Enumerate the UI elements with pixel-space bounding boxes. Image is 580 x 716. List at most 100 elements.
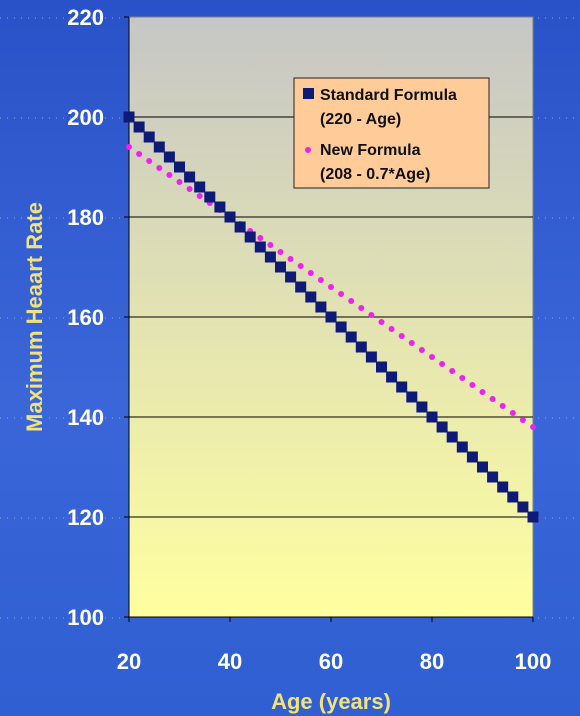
standard-formula-point [416, 401, 428, 413]
new-formula-point [358, 305, 365, 311]
new-formula-point [519, 417, 526, 423]
new-formula-point [388, 326, 395, 332]
new-formula-point [186, 186, 193, 192]
standard-formula-point [224, 211, 236, 223]
new-formula-point [328, 284, 334, 290]
y-axis-ticks: 100 120 140 160 180 200 220 [67, 5, 104, 630]
new-formula-point [348, 298, 355, 304]
new-formula-point [297, 263, 304, 269]
y-tick-label: 180 [67, 205, 104, 230]
new-formula-point [317, 277, 324, 283]
standard-formula-point [143, 131, 155, 143]
new-formula-point [257, 235, 264, 241]
standard-formula-point [153, 141, 165, 153]
series-layer [123, 111, 539, 523]
new-formula-point [136, 151, 143, 157]
standard-formula-point [386, 371, 398, 383]
standard-formula-point [436, 421, 448, 433]
standard-formula-point [365, 351, 377, 363]
new-formula-point [459, 375, 466, 381]
new-formula-point [378, 319, 385, 325]
new-formula-point [146, 158, 153, 164]
standard-formula-point [123, 111, 135, 123]
standard-formula-point [527, 511, 539, 523]
new-formula-point [368, 312, 375, 318]
new-formula-point [408, 340, 415, 346]
new-formula-point [166, 172, 173, 178]
y-tick-label: 140 [67, 405, 104, 430]
standard-formula-point [244, 231, 256, 243]
x-tick-label: 100 [515, 649, 552, 674]
standard-formula-point [234, 221, 246, 233]
new-formula-point [499, 403, 506, 409]
new-formula-point [126, 144, 132, 150]
legend-box [293, 77, 490, 189]
legend-label-standard-line1: Standard Formula [320, 87, 457, 104]
standard-formula-point [517, 501, 529, 513]
x-axis-ticks: 20 40 60 80 100 [117, 649, 552, 674]
legend: Standard Formula (220 - Age) New Formula… [293, 77, 490, 189]
new-formula-point [530, 424, 536, 430]
legend-label-standard-line2: (220 - Age) [320, 111, 401, 128]
standard-formula-point [355, 341, 367, 353]
x-tick-label: 40 [218, 649, 242, 674]
standard-formula-point [466, 451, 478, 463]
standard-formula-point [335, 321, 347, 333]
new-formula-point [196, 193, 203, 199]
standard-formula-point [214, 201, 226, 213]
legend-label-new-line1: New Formula [320, 142, 421, 159]
legend-marker-new [305, 147, 311, 153]
standard-formula-point [163, 151, 175, 163]
new-formula-point [429, 354, 435, 360]
new-formula-point [176, 179, 183, 185]
standard-formula-point [507, 491, 519, 503]
standard-formula-point [285, 271, 297, 283]
standard-formula-point [487, 471, 499, 483]
new-formula-point [267, 242, 274, 248]
new-formula-point [156, 165, 163, 171]
standard-formula-point [264, 251, 276, 263]
new-formula-point [307, 270, 314, 276]
standard-formula-point [194, 181, 206, 193]
y-tick-label: 220 [67, 5, 104, 30]
new-formula-point [418, 347, 425, 353]
standard-formula-point [133, 121, 145, 133]
y-tick-label: 100 [67, 605, 104, 630]
y-axis-title: Maximum Heaart Rate [22, 202, 47, 432]
new-formula-point [439, 361, 446, 367]
standard-formula-point [174, 161, 185, 173]
standard-formula-point [456, 441, 468, 453]
standard-formula-point [184, 171, 196, 183]
x-axis-title: Age (years) [271, 689, 391, 714]
standard-formula-point [325, 311, 337, 323]
x-tick-label: 20 [117, 649, 141, 674]
standard-formula-point [254, 241, 266, 253]
y-tick-label: 200 [67, 105, 104, 130]
new-formula-point [469, 382, 476, 388]
standard-formula-point [305, 291, 317, 303]
standard-formula-point [426, 411, 438, 423]
new-formula-point [479, 389, 486, 395]
new-formula-point [449, 368, 456, 374]
x-tick-label: 60 [319, 649, 343, 674]
new-formula-point [509, 410, 516, 416]
new-formula-point [277, 249, 284, 255]
new-formula-point [398, 333, 405, 339]
standard-formula-point [204, 191, 216, 203]
new-formula-point [287, 256, 294, 262]
standard-formula-point [315, 301, 327, 313]
standard-formula-point [275, 261, 286, 273]
legend-marker-standard [303, 88, 314, 99]
standard-formula-point [497, 481, 509, 493]
new-formula-point [489, 396, 496, 402]
standard-formula-point [295, 281, 307, 293]
y-tick-label: 160 [67, 305, 104, 330]
x-tick-label: 80 [420, 649, 444, 674]
standard-formula-point [345, 331, 357, 343]
legend-label-new-line2: (208 - 0.7*Age) [320, 166, 430, 183]
standard-formula-point [406, 391, 418, 403]
standard-formula-point [446, 431, 458, 443]
standard-formula-point [396, 381, 408, 393]
standard-formula-point [376, 361, 387, 373]
